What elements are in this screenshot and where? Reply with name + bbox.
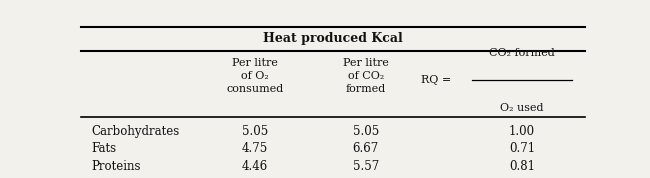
Text: Per litre
of CO₂
formed: Per litre of CO₂ formed (343, 58, 389, 94)
Text: 6.67: 6.67 (353, 142, 379, 155)
Text: 5.57: 5.57 (353, 160, 379, 173)
Text: 5.05: 5.05 (242, 124, 268, 138)
Text: Carbohydrates: Carbohydrates (91, 124, 179, 138)
Text: Fats: Fats (91, 142, 116, 155)
Text: 4.75: 4.75 (242, 142, 268, 155)
Text: Per litre
of O₂
consumed: Per litre of O₂ consumed (226, 58, 283, 94)
Text: 4.46: 4.46 (242, 160, 268, 173)
Text: Heat produced Kcal: Heat produced Kcal (263, 32, 403, 45)
Text: 0.71: 0.71 (509, 142, 535, 155)
Text: 0.81: 0.81 (509, 160, 535, 173)
Text: 1.00: 1.00 (509, 124, 535, 138)
Text: CO₂ formed: CO₂ formed (489, 48, 555, 58)
Text: RQ =: RQ = (421, 75, 452, 85)
Text: Proteins: Proteins (91, 160, 141, 173)
Text: 5.05: 5.05 (353, 124, 379, 138)
Text: O₂ used: O₂ used (500, 103, 544, 113)
